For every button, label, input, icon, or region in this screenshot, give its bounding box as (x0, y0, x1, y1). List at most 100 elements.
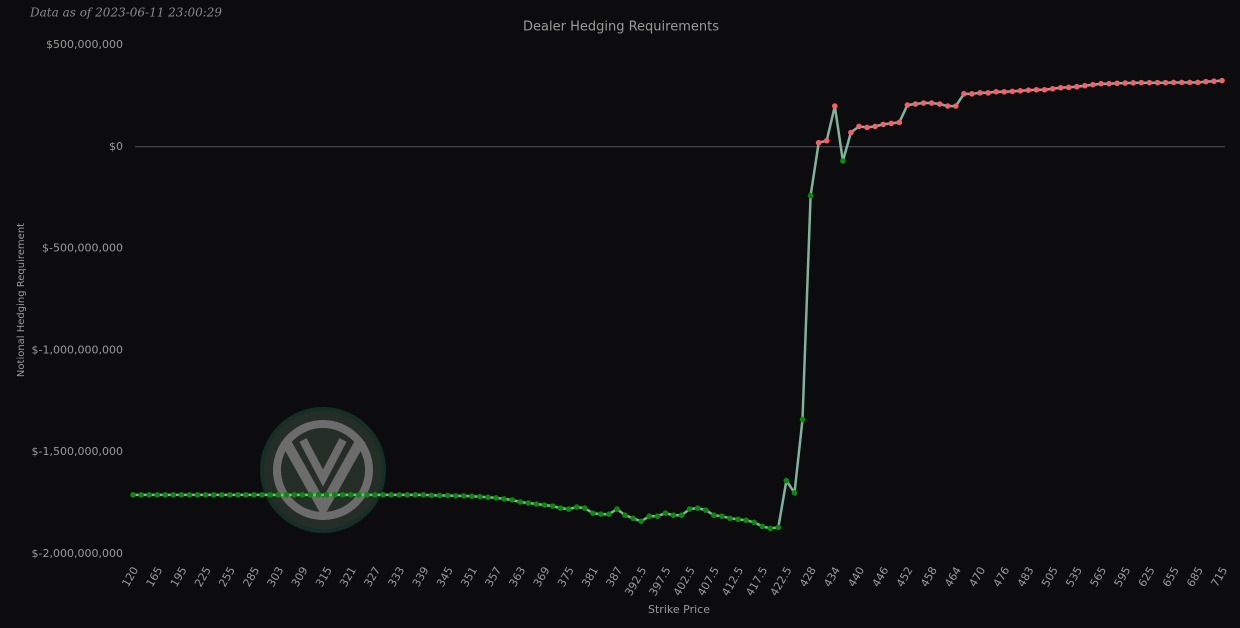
x-tick-label: 470 (966, 565, 988, 590)
point (1178, 79, 1185, 86)
point (1057, 84, 1064, 91)
point (186, 492, 193, 498)
x-tick-label: 120 (119, 565, 141, 590)
point (573, 504, 580, 510)
point (880, 121, 886, 128)
point (751, 519, 757, 526)
x-tick-label: 351 (458, 565, 480, 590)
point (565, 506, 572, 512)
point (1090, 81, 1096, 88)
point (243, 492, 249, 498)
point (807, 192, 814, 199)
point (638, 518, 644, 525)
x-tick-label: 402.5 (671, 565, 698, 599)
x-tick-label: 333 (386, 565, 408, 590)
point (315, 492, 322, 498)
point (1195, 79, 1201, 86)
point (896, 119, 903, 126)
x-tick-label: 321 (337, 565, 359, 590)
point (1146, 79, 1153, 86)
point (170, 492, 177, 498)
point (1033, 86, 1040, 93)
point (936, 101, 943, 107)
x-tick-label: 595 (1112, 565, 1134, 590)
y-tick-label: $-2,000,000,000 (32, 547, 123, 560)
x-tick-label: 483 (1015, 565, 1037, 590)
data-timestamp: Data as of 2023-06-11 23:00:29 (29, 6, 222, 20)
point (1049, 85, 1056, 92)
point (654, 513, 661, 520)
point (1009, 88, 1016, 95)
x-tick-label: 440 (845, 565, 867, 590)
x-tick-label: 434 (821, 565, 843, 590)
point (719, 513, 725, 520)
y-tick-label: $-1,500,000,000 (32, 445, 123, 458)
x-tick-label: 565 (1087, 565, 1109, 590)
point (1065, 84, 1072, 91)
point (815, 139, 822, 146)
point (1154, 79, 1161, 86)
x-tick-label: 452 (894, 565, 916, 590)
point (1041, 86, 1048, 93)
point (912, 101, 919, 107)
point (1203, 78, 1209, 85)
point (178, 492, 185, 498)
x-tick-label: 655 (1160, 565, 1182, 590)
point (1082, 82, 1088, 89)
point (630, 515, 636, 522)
point (428, 492, 435, 499)
x-tick-label: 309 (289, 565, 311, 590)
point (1074, 83, 1080, 90)
x-tick-label: 625 (1136, 565, 1158, 590)
point (759, 523, 765, 530)
x-tick-label: 417.5 (743, 565, 770, 599)
point (227, 492, 233, 498)
x-tick-label: 464 (942, 565, 964, 590)
point (420, 492, 427, 498)
point (138, 492, 144, 498)
point (251, 492, 257, 498)
point (1170, 79, 1177, 86)
x-tick-label: 715 (1208, 565, 1230, 590)
point (735, 516, 741, 523)
x-tick-label: 363 (507, 565, 529, 590)
point (388, 492, 394, 498)
x-tick-label: 225 (192, 565, 214, 590)
point (872, 123, 878, 130)
y-axis-label: Notional Hedging Requirement (16, 223, 27, 377)
x-tick-label: 535 (1063, 565, 1085, 590)
x-tick-label: 446 (870, 565, 892, 590)
point (977, 90, 983, 96)
point (985, 90, 991, 96)
point (783, 477, 790, 484)
x-tick-label: 195 (168, 565, 190, 590)
point (1122, 80, 1128, 86)
point (969, 91, 975, 97)
chart-title: Dealer Hedging Requirements (523, 20, 719, 35)
point (291, 492, 298, 498)
point (598, 511, 604, 517)
point (1162, 79, 1169, 86)
point (275, 492, 282, 498)
point (541, 502, 548, 508)
point (1001, 89, 1007, 95)
point (614, 506, 620, 512)
point (299, 492, 306, 498)
point (1130, 80, 1137, 86)
x-tick-label: 327 (361, 565, 383, 590)
point (670, 512, 677, 519)
point (452, 493, 459, 499)
point (501, 496, 507, 502)
x-tick-label: 315 (313, 565, 335, 590)
point (1186, 79, 1193, 86)
point (1106, 80, 1112, 87)
point (622, 512, 628, 519)
y-tick-label: $0 (109, 140, 123, 153)
x-tick-label: 165 (144, 565, 166, 590)
y-tick-label: $500,000,000 (46, 38, 123, 51)
point (888, 120, 895, 127)
point (848, 129, 854, 136)
x-tick-label: 285 (240, 565, 262, 590)
point (1138, 79, 1145, 86)
point (162, 492, 169, 498)
